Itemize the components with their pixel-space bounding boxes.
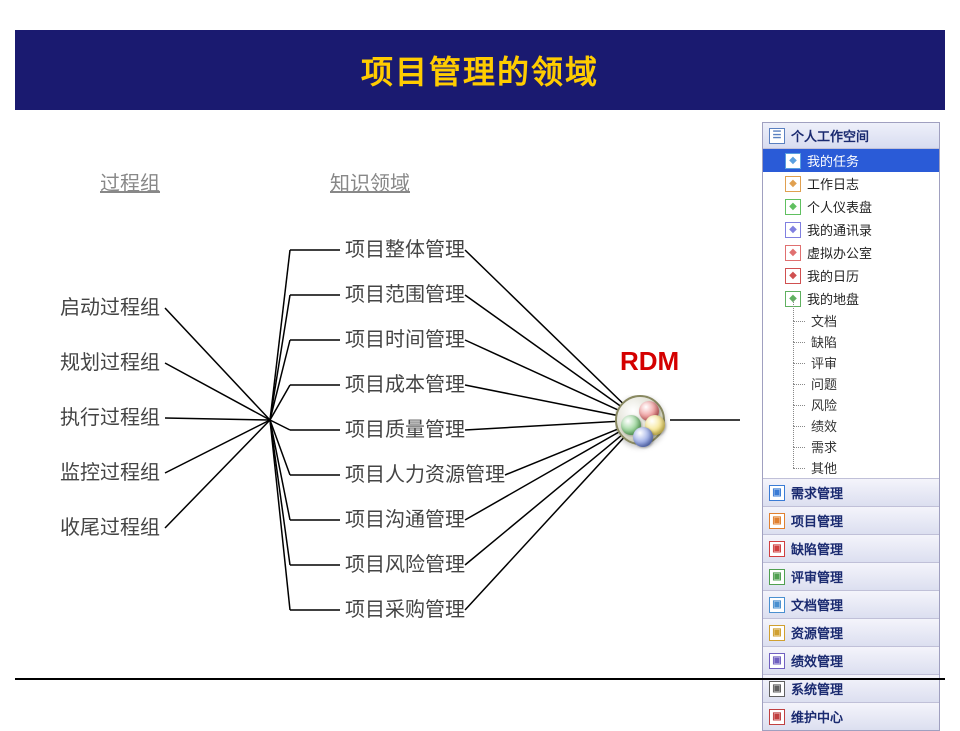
knowledge-connector-right bbox=[465, 250, 640, 420]
sidebar-workspace-subitem[interactable]: 其他 bbox=[763, 457, 939, 478]
knowledge-connector-right bbox=[465, 295, 640, 420]
knowledge-area-item: 项目人力资源管理 bbox=[345, 463, 505, 486]
sidebar-workspace-item[interactable]: ◆我的地盘 bbox=[763, 287, 939, 310]
process-group-item: 启动过程组 bbox=[60, 296, 160, 319]
workspace-item-icon: ◆ bbox=[785, 222, 801, 238]
knowledge-area-item: 项目时间管理 bbox=[345, 328, 465, 351]
workspace-item-label: 我的任务 bbox=[807, 151, 859, 170]
module-icon: ▣ bbox=[769, 653, 785, 669]
workspace-item-label: 个人仪表盘 bbox=[807, 197, 872, 216]
module-label: 系统管理 bbox=[791, 679, 843, 698]
knowledge-area-item: 项目整体管理 bbox=[345, 238, 465, 261]
process-connector bbox=[165, 308, 270, 420]
sidebar-module-button[interactable]: ▣ 项目管理 bbox=[763, 506, 939, 534]
sidebar-workspace-subitem[interactable]: 缺陷 bbox=[763, 331, 939, 352]
sidebar-workspace-subitem[interactable]: 文档 bbox=[763, 310, 939, 331]
sidebar-module-button[interactable]: ▣ 绩效管理 bbox=[763, 646, 939, 674]
workspace-item-label: 我的日历 bbox=[807, 266, 859, 285]
knowledge-connector-left bbox=[270, 340, 290, 420]
title-bar: 项目管理的领域 bbox=[15, 30, 945, 110]
workspace-item-icon: ◆ bbox=[785, 245, 801, 261]
workspace-item-icon: ◆ bbox=[785, 176, 801, 192]
knowledge-connector-right bbox=[465, 340, 640, 420]
process-connector bbox=[165, 420, 270, 473]
module-label: 绩效管理 bbox=[791, 651, 843, 670]
process-connector bbox=[165, 418, 270, 420]
module-icon: ▣ bbox=[769, 569, 785, 585]
process-connector bbox=[165, 363, 270, 420]
sidebar-workspace-item[interactable]: ◆ 工作日志 bbox=[763, 172, 939, 195]
module-label: 文档管理 bbox=[791, 595, 843, 614]
module-label: 需求管理 bbox=[791, 483, 843, 502]
knowledge-connector-left bbox=[270, 250, 290, 420]
knowledge-area-item: 项目质量管理 bbox=[345, 418, 465, 441]
knowledge-area-item: 项目沟通管理 bbox=[345, 508, 465, 531]
module-label: 维护中心 bbox=[791, 707, 843, 726]
module-icon: ▣ bbox=[769, 485, 785, 501]
process-group-item: 执行过程组 bbox=[60, 406, 160, 429]
module-label: 缺陷管理 bbox=[791, 539, 843, 558]
knowledge-connector-left bbox=[270, 420, 290, 520]
module-icon: ▣ bbox=[769, 709, 785, 725]
sidebar-module-button[interactable]: ▣ 缺陷管理 bbox=[763, 534, 939, 562]
workspace-icon: ☰ bbox=[769, 128, 785, 144]
module-label: 评审管理 bbox=[791, 567, 843, 586]
workspace-item-label: 工作日志 bbox=[807, 174, 859, 193]
process-group-header: 过程组 bbox=[100, 172, 160, 195]
sidebar-module-button[interactable]: ▣ 需求管理 bbox=[763, 478, 939, 506]
knowledge-area-item: 项目采购管理 bbox=[345, 598, 465, 621]
module-icon: ▣ bbox=[769, 513, 785, 529]
process-group-item: 监控过程组 bbox=[60, 461, 160, 484]
module-label: 资源管理 bbox=[791, 623, 843, 642]
rdm-globe-container bbox=[615, 395, 675, 455]
sidebar-module-button[interactable]: ▣ 文档管理 bbox=[763, 590, 939, 618]
sidebar-module-button[interactable]: ▣ 资源管理 bbox=[763, 618, 939, 646]
page-title: 项目管理的领域 bbox=[361, 47, 599, 93]
sidebar-module-button[interactable]: ▣ 评审管理 bbox=[763, 562, 939, 590]
sidebar-workspace-subitem[interactable]: 评审 bbox=[763, 352, 939, 373]
module-icon: ▣ bbox=[769, 681, 785, 697]
sidebar-panel: ☰ 个人工作空间 ◆我的任务◆工作日志◆个人仪表盘◆我的通讯录◆虚拟办公室◆我的… bbox=[762, 122, 940, 731]
rdm-label: RDM bbox=[620, 346, 679, 376]
workspace-item-label: 虚拟办公室 bbox=[807, 243, 872, 262]
knowledge-connector-right bbox=[465, 385, 640, 420]
sidebar-workspace-header[interactable]: ☰ 个人工作空间 bbox=[763, 123, 939, 149]
module-icon: ▣ bbox=[769, 625, 785, 641]
sidebar-module-button[interactable]: ▣ 维护中心 bbox=[763, 702, 939, 730]
diagram-canvas: 过程组知识领域启动过程组规划过程组执行过程组监控过程组收尾过程组项目整体管理项目… bbox=[0, 110, 740, 670]
sidebar-workspace-subitem[interactable]: 需求 bbox=[763, 436, 939, 457]
workspace-item-icon: ◆ bbox=[785, 268, 801, 284]
module-icon: ▣ bbox=[769, 541, 785, 557]
workspace-item-label: 我的通讯录 bbox=[807, 220, 872, 239]
sidebar-workspace-item[interactable]: ◆ 个人仪表盘 bbox=[763, 195, 939, 218]
knowledge-area-item: 项目范围管理 bbox=[345, 283, 465, 306]
knowledge-connector-right bbox=[465, 420, 640, 565]
footer-divider bbox=[15, 678, 945, 680]
sidebar-workspace-subitem[interactable]: 风险 bbox=[763, 394, 939, 415]
knowledge-area-item: 项目风险管理 bbox=[345, 553, 465, 576]
process-group-item: 规划过程组 bbox=[60, 351, 160, 374]
sidebar-workspace-item[interactable]: ◆ 我的日历 bbox=[763, 264, 939, 287]
module-label: 项目管理 bbox=[791, 511, 843, 530]
knowledge-connector-right bbox=[465, 420, 640, 610]
workspace-item-icon: ◆ bbox=[785, 153, 801, 169]
sidebar-workspace-item[interactable]: ◆ 虚拟办公室 bbox=[763, 241, 939, 264]
sidebar-workspace-item[interactable]: ◆ 我的任务 bbox=[763, 149, 939, 172]
knowledge-area-item: 项目成本管理 bbox=[345, 373, 465, 396]
workspace-item-icon: ◆ bbox=[785, 199, 801, 215]
module-icon: ▣ bbox=[769, 597, 785, 613]
sidebar-workspace-item[interactable]: ◆ 我的通讯录 bbox=[763, 218, 939, 241]
sidebar-workspace-subitem[interactable]: 绩效 bbox=[763, 415, 939, 436]
workspace-item-label: 我的地盘 bbox=[807, 289, 859, 308]
process-connector bbox=[165, 420, 270, 528]
rdm-globe-icon bbox=[615, 395, 665, 445]
sidebar-workspace-label: 个人工作空间 bbox=[791, 126, 869, 145]
process-group-item: 收尾过程组 bbox=[60, 516, 160, 539]
knowledge-area-header: 知识领域 bbox=[330, 172, 410, 195]
sidebar-workspace-subitem[interactable]: 问题 bbox=[763, 373, 939, 394]
knowledge-connector-right bbox=[465, 420, 640, 430]
